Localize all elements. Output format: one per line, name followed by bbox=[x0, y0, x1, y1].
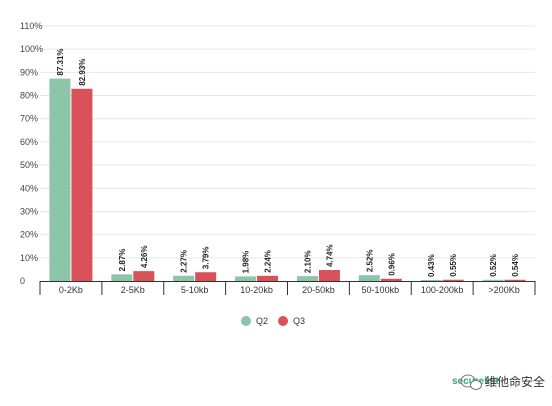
bar-q3 bbox=[195, 272, 217, 281]
bar-q3 bbox=[71, 88, 93, 282]
y-tick-label: 70% bbox=[20, 114, 38, 124]
y-tick-label: 30% bbox=[20, 206, 38, 216]
legend-label: Q3 bbox=[293, 316, 305, 326]
y-tick-label: 80% bbox=[20, 91, 38, 101]
x-tick-label: 50-100kb bbox=[362, 285, 400, 295]
bar-q2 bbox=[482, 279, 504, 281]
grid-lines bbox=[40, 25, 535, 259]
bar-q2 bbox=[420, 280, 442, 281]
y-tick-label: 90% bbox=[20, 67, 38, 77]
bar-q2 bbox=[49, 78, 71, 281]
data-labels: 87.31% 2.87% 2.27% 1.98% 2.10% 2.52% 0.43% 0.52… bbox=[56, 48, 520, 277]
bars bbox=[49, 78, 526, 282]
x-tick-label: 0-2Kb bbox=[59, 285, 83, 295]
bar-q2 bbox=[358, 275, 380, 281]
y-tick-label: 50% bbox=[20, 160, 38, 170]
y-tick-label: 0 bbox=[20, 276, 25, 286]
legend-label: Q2 bbox=[256, 316, 268, 326]
data-label: 0.52% bbox=[489, 254, 498, 277]
x-tick-label: 100-200kb bbox=[421, 285, 464, 295]
watermark-text: 维他命安全 bbox=[485, 374, 545, 389]
y-tick-label: 20% bbox=[20, 230, 38, 240]
x-tick-label: 2-5Kb bbox=[121, 285, 145, 295]
y-tick-label: 100% bbox=[20, 44, 43, 54]
data-label: 2.10% bbox=[303, 250, 312, 273]
y-tick-label: 60% bbox=[20, 137, 38, 147]
legend-marker-q3 bbox=[278, 316, 288, 326]
bar-q2 bbox=[235, 276, 257, 281]
data-label: 87.31% bbox=[56, 48, 65, 75]
x-tick-label: 5-10kb bbox=[181, 285, 209, 295]
data-label: 4.26% bbox=[140, 245, 149, 268]
x-axis-categories: 0-2Kb 2-5Kb 5-10kb 10-20kb 20-50kb 50-100kb 10… bbox=[59, 285, 520, 295]
data-label: 82.93% bbox=[78, 59, 87, 86]
bar-q3 bbox=[380, 278, 402, 281]
bar-q3 bbox=[133, 271, 155, 281]
data-label: 0.43% bbox=[427, 254, 436, 277]
data-label: 3.79% bbox=[202, 247, 211, 270]
legend: Q2 Q3 bbox=[241, 316, 305, 326]
legend-marker-q2 bbox=[241, 316, 251, 326]
data-label: 0.96% bbox=[387, 253, 396, 276]
x-tick-label: >200Kb bbox=[488, 285, 519, 295]
y-tick-label: 110% bbox=[20, 21, 42, 31]
data-label: 2.24% bbox=[264, 250, 273, 273]
bar-q2 bbox=[173, 275, 195, 281]
x-tick-label: 10-20kb bbox=[240, 285, 273, 295]
data-label: 1.98% bbox=[242, 251, 251, 274]
bar-q3 bbox=[257, 275, 279, 281]
data-label: 2.87% bbox=[118, 249, 127, 272]
bar-q3 bbox=[504, 279, 526, 281]
watermark: securelist 维他命安全 bbox=[452, 374, 545, 390]
bar-q2 bbox=[296, 276, 318, 281]
data-label: 4.74% bbox=[325, 244, 334, 267]
y-tick-label: 40% bbox=[20, 183, 38, 193]
data-label: 2.27% bbox=[180, 250, 189, 273]
bar-q3 bbox=[318, 270, 340, 281]
y-tick-label: 10% bbox=[20, 253, 38, 263]
data-label: 0.54% bbox=[511, 254, 520, 277]
wechat-icon bbox=[460, 374, 482, 390]
x-axis bbox=[39, 281, 536, 295]
bar-q3 bbox=[442, 279, 464, 281]
data-label: 2.52% bbox=[365, 249, 374, 272]
y-axis-ticks: 0 10% 20% 30% 40% 50% 60% 70% 80% 90% 100% 110% bbox=[20, 21, 43, 286]
bar-q2 bbox=[111, 274, 133, 281]
x-tick-label: 20-50kb bbox=[302, 285, 335, 295]
data-label: 0.55% bbox=[449, 254, 458, 277]
